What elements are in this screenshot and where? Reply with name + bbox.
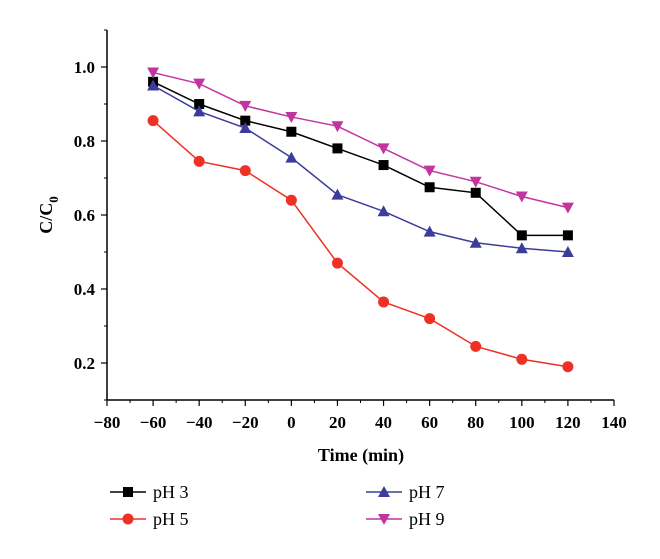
series-ph-5 bbox=[147, 115, 574, 373]
series-ph-9 bbox=[147, 67, 574, 214]
x-tick-label: 20 bbox=[329, 413, 346, 432]
x-tick-label: −40 bbox=[186, 413, 213, 432]
series-line bbox=[152, 71, 569, 209]
data-point bbox=[469, 236, 482, 248]
legend-label: pH 7 bbox=[409, 482, 445, 502]
data-point bbox=[515, 242, 528, 254]
x-axis-title: Time (min) bbox=[318, 445, 404, 466]
series-layer bbox=[147, 67, 574, 373]
data-point bbox=[239, 165, 251, 177]
data-point bbox=[194, 99, 205, 109]
data-point bbox=[423, 225, 436, 237]
series-line bbox=[152, 81, 568, 237]
data-point bbox=[332, 143, 343, 154]
data-point bbox=[193, 105, 206, 117]
data-point bbox=[562, 361, 574, 373]
legend-item: pH 3 bbox=[110, 482, 189, 502]
data-point bbox=[561, 246, 574, 257]
legend-label: pH 3 bbox=[153, 482, 189, 502]
data-point bbox=[423, 165, 436, 177]
data-point bbox=[469, 176, 482, 188]
data-point bbox=[424, 182, 435, 193]
data-point bbox=[147, 67, 160, 79]
data-point bbox=[378, 296, 390, 308]
data-point bbox=[193, 155, 205, 167]
data-point bbox=[239, 100, 252, 112]
data-point bbox=[285, 111, 298, 123]
legend-marker bbox=[123, 487, 133, 497]
data-point bbox=[286, 126, 297, 137]
x-tick-label: −80 bbox=[94, 413, 121, 432]
data-point bbox=[516, 230, 527, 241]
data-point bbox=[470, 340, 482, 352]
x-tick-label: 80 bbox=[467, 413, 484, 432]
y-axis-title: C/C0 bbox=[36, 196, 61, 234]
data-point bbox=[378, 160, 389, 171]
series-line bbox=[152, 84, 568, 253]
x-tick-label: 40 bbox=[375, 413, 392, 432]
x-tick-label: −20 bbox=[232, 413, 259, 432]
legend-item: pH 7 bbox=[366, 482, 445, 502]
data-point bbox=[516, 353, 528, 365]
y-axis-title-subscript: 0 bbox=[46, 196, 61, 203]
series-ph-7 bbox=[147, 79, 574, 257]
y-tick-label: 0.2 bbox=[74, 354, 95, 373]
data-point bbox=[424, 313, 436, 325]
data-point bbox=[377, 205, 390, 217]
legend-label: pH 5 bbox=[153, 509, 189, 529]
data-point bbox=[515, 191, 528, 203]
data-point bbox=[193, 78, 206, 90]
x-tick-label: −60 bbox=[140, 413, 167, 432]
data-point bbox=[285, 151, 298, 163]
data-point bbox=[285, 194, 297, 206]
data-point bbox=[239, 122, 252, 134]
x-tick-label: 120 bbox=[555, 413, 581, 432]
data-point bbox=[470, 187, 481, 198]
data-point bbox=[562, 230, 573, 241]
legend-item: pH 5 bbox=[110, 509, 189, 529]
y-tick-label: 0.4 bbox=[74, 280, 96, 299]
x-tick-label: 100 bbox=[509, 413, 535, 432]
data-point bbox=[561, 202, 574, 214]
y-axis-title-main: C/C bbox=[36, 203, 56, 234]
x-tick-label: 140 bbox=[601, 413, 627, 432]
x-tick-label: 60 bbox=[421, 413, 438, 432]
data-point bbox=[331, 257, 343, 269]
data-point bbox=[147, 115, 159, 127]
series-ph-3 bbox=[148, 76, 573, 241]
legend-label: pH 9 bbox=[409, 509, 445, 529]
y-tick-label: 0.6 bbox=[74, 206, 95, 225]
legend: pH 3 pH 5 pH 7 pH 9 bbox=[110, 482, 445, 529]
legend-marker bbox=[378, 514, 390, 525]
data-point bbox=[240, 115, 251, 126]
legend-marker bbox=[122, 513, 134, 525]
data-point bbox=[377, 143, 390, 155]
data-point bbox=[331, 188, 344, 200]
x-tick-label: 0 bbox=[287, 413, 296, 432]
data-point bbox=[147, 79, 160, 91]
series-line bbox=[152, 120, 569, 368]
legend-item: pH 9 bbox=[366, 509, 445, 529]
axes: −80 −60 −40 −20 0 20 40 60 80 100 120 140 0.2 0.4 0.6 0… bbox=[74, 29, 627, 432]
y-tick-label: 0.8 bbox=[74, 132, 95, 151]
y-tick-label: 1.0 bbox=[74, 58, 95, 77]
legend-marker bbox=[378, 486, 390, 497]
data-point bbox=[331, 121, 344, 133]
